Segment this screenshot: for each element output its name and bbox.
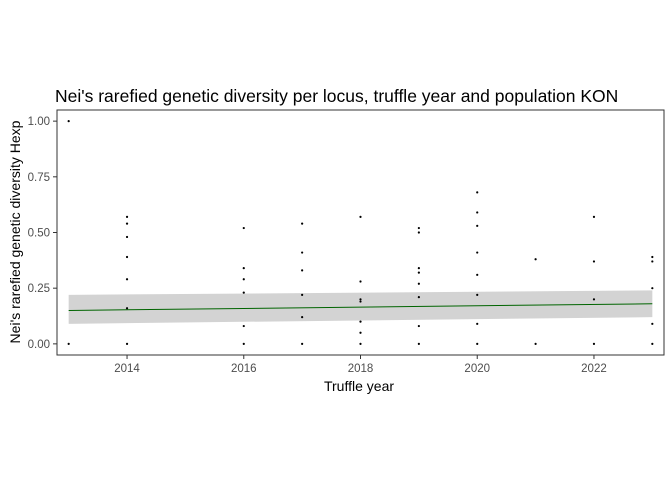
data-point [242, 226, 245, 230]
data-point [651, 260, 654, 263]
data-point [476, 322, 479, 325]
data-point [651, 322, 654, 325]
data-point [301, 316, 304, 319]
data-point [592, 215, 596, 219]
data-point [534, 342, 537, 345]
data-point [476, 191, 479, 194]
data-point [417, 267, 420, 270]
data-point [476, 224, 479, 227]
data-point [242, 342, 245, 345]
data-point [359, 342, 362, 345]
data-point [417, 324, 420, 328]
data-point [301, 342, 304, 345]
y-tick-label: 0.50 [28, 228, 50, 240]
data-point [125, 342, 129, 345]
y-tick-label: 1.00 [28, 116, 50, 128]
data-point [651, 255, 654, 259]
data-point [125, 235, 129, 239]
x-tick-label: 2016 [231, 363, 257, 375]
data-point [301, 269, 304, 272]
data-point [417, 271, 420, 274]
x-tick-label: 2018 [348, 363, 374, 375]
data-point [476, 293, 479, 296]
data-point [592, 260, 596, 263]
data-point [417, 282, 420, 285]
data-point [651, 342, 654, 345]
y-axis-title: Nei's rarefied genetic diversity Hexp [7, 120, 23, 343]
data-point [476, 342, 479, 345]
data-point [476, 251, 479, 254]
x-tick-label: 2022 [581, 363, 607, 375]
x-axis-title: Truffle year [324, 378, 394, 394]
y-axis: 0.00 0.25 0.50 0.75 1.00 [28, 116, 57, 351]
data-point [359, 331, 362, 334]
data-point [476, 273, 479, 276]
data-point [417, 226, 420, 230]
data-point [125, 278, 129, 281]
data-point [359, 298, 362, 301]
x-tick-label: 2014 [114, 363, 140, 375]
data-point [359, 300, 362, 303]
data-point [242, 291, 245, 294]
data-point [592, 342, 596, 345]
data-point [417, 342, 420, 345]
trend-line [68, 303, 653, 311]
data-point [301, 251, 304, 254]
y-tick-label: 0.00 [28, 339, 50, 351]
data-point [242, 267, 245, 270]
data-point [242, 324, 245, 328]
data-point [67, 342, 70, 345]
data-point [301, 293, 304, 296]
points-layer [67, 120, 654, 345]
x-tick-label: 2020 [464, 363, 490, 375]
data-point [242, 278, 245, 281]
data-point [359, 320, 362, 323]
data-point [301, 222, 304, 225]
data-point [125, 215, 129, 219]
x-axis: 2014 2016 2018 2020 2022 [114, 355, 607, 375]
data-point [359, 280, 362, 283]
data-point [476, 211, 479, 214]
data-point [125, 307, 129, 310]
plot-area [56, 109, 665, 356]
data-point [417, 295, 420, 299]
trend-line-layer [68, 303, 653, 311]
data-point [592, 298, 596, 301]
data-point [67, 120, 70, 123]
y-tick-label: 0.75 [28, 172, 50, 184]
data-point [125, 222, 129, 225]
data-point [534, 258, 537, 261]
data-point [417, 231, 420, 234]
y-tick-label: 0.25 [28, 283, 50, 295]
data-point [125, 255, 129, 259]
data-point [651, 287, 654, 290]
data-point [359, 215, 362, 219]
chart-title: Nei's rarefied genetic diversity per loc… [55, 86, 618, 106]
